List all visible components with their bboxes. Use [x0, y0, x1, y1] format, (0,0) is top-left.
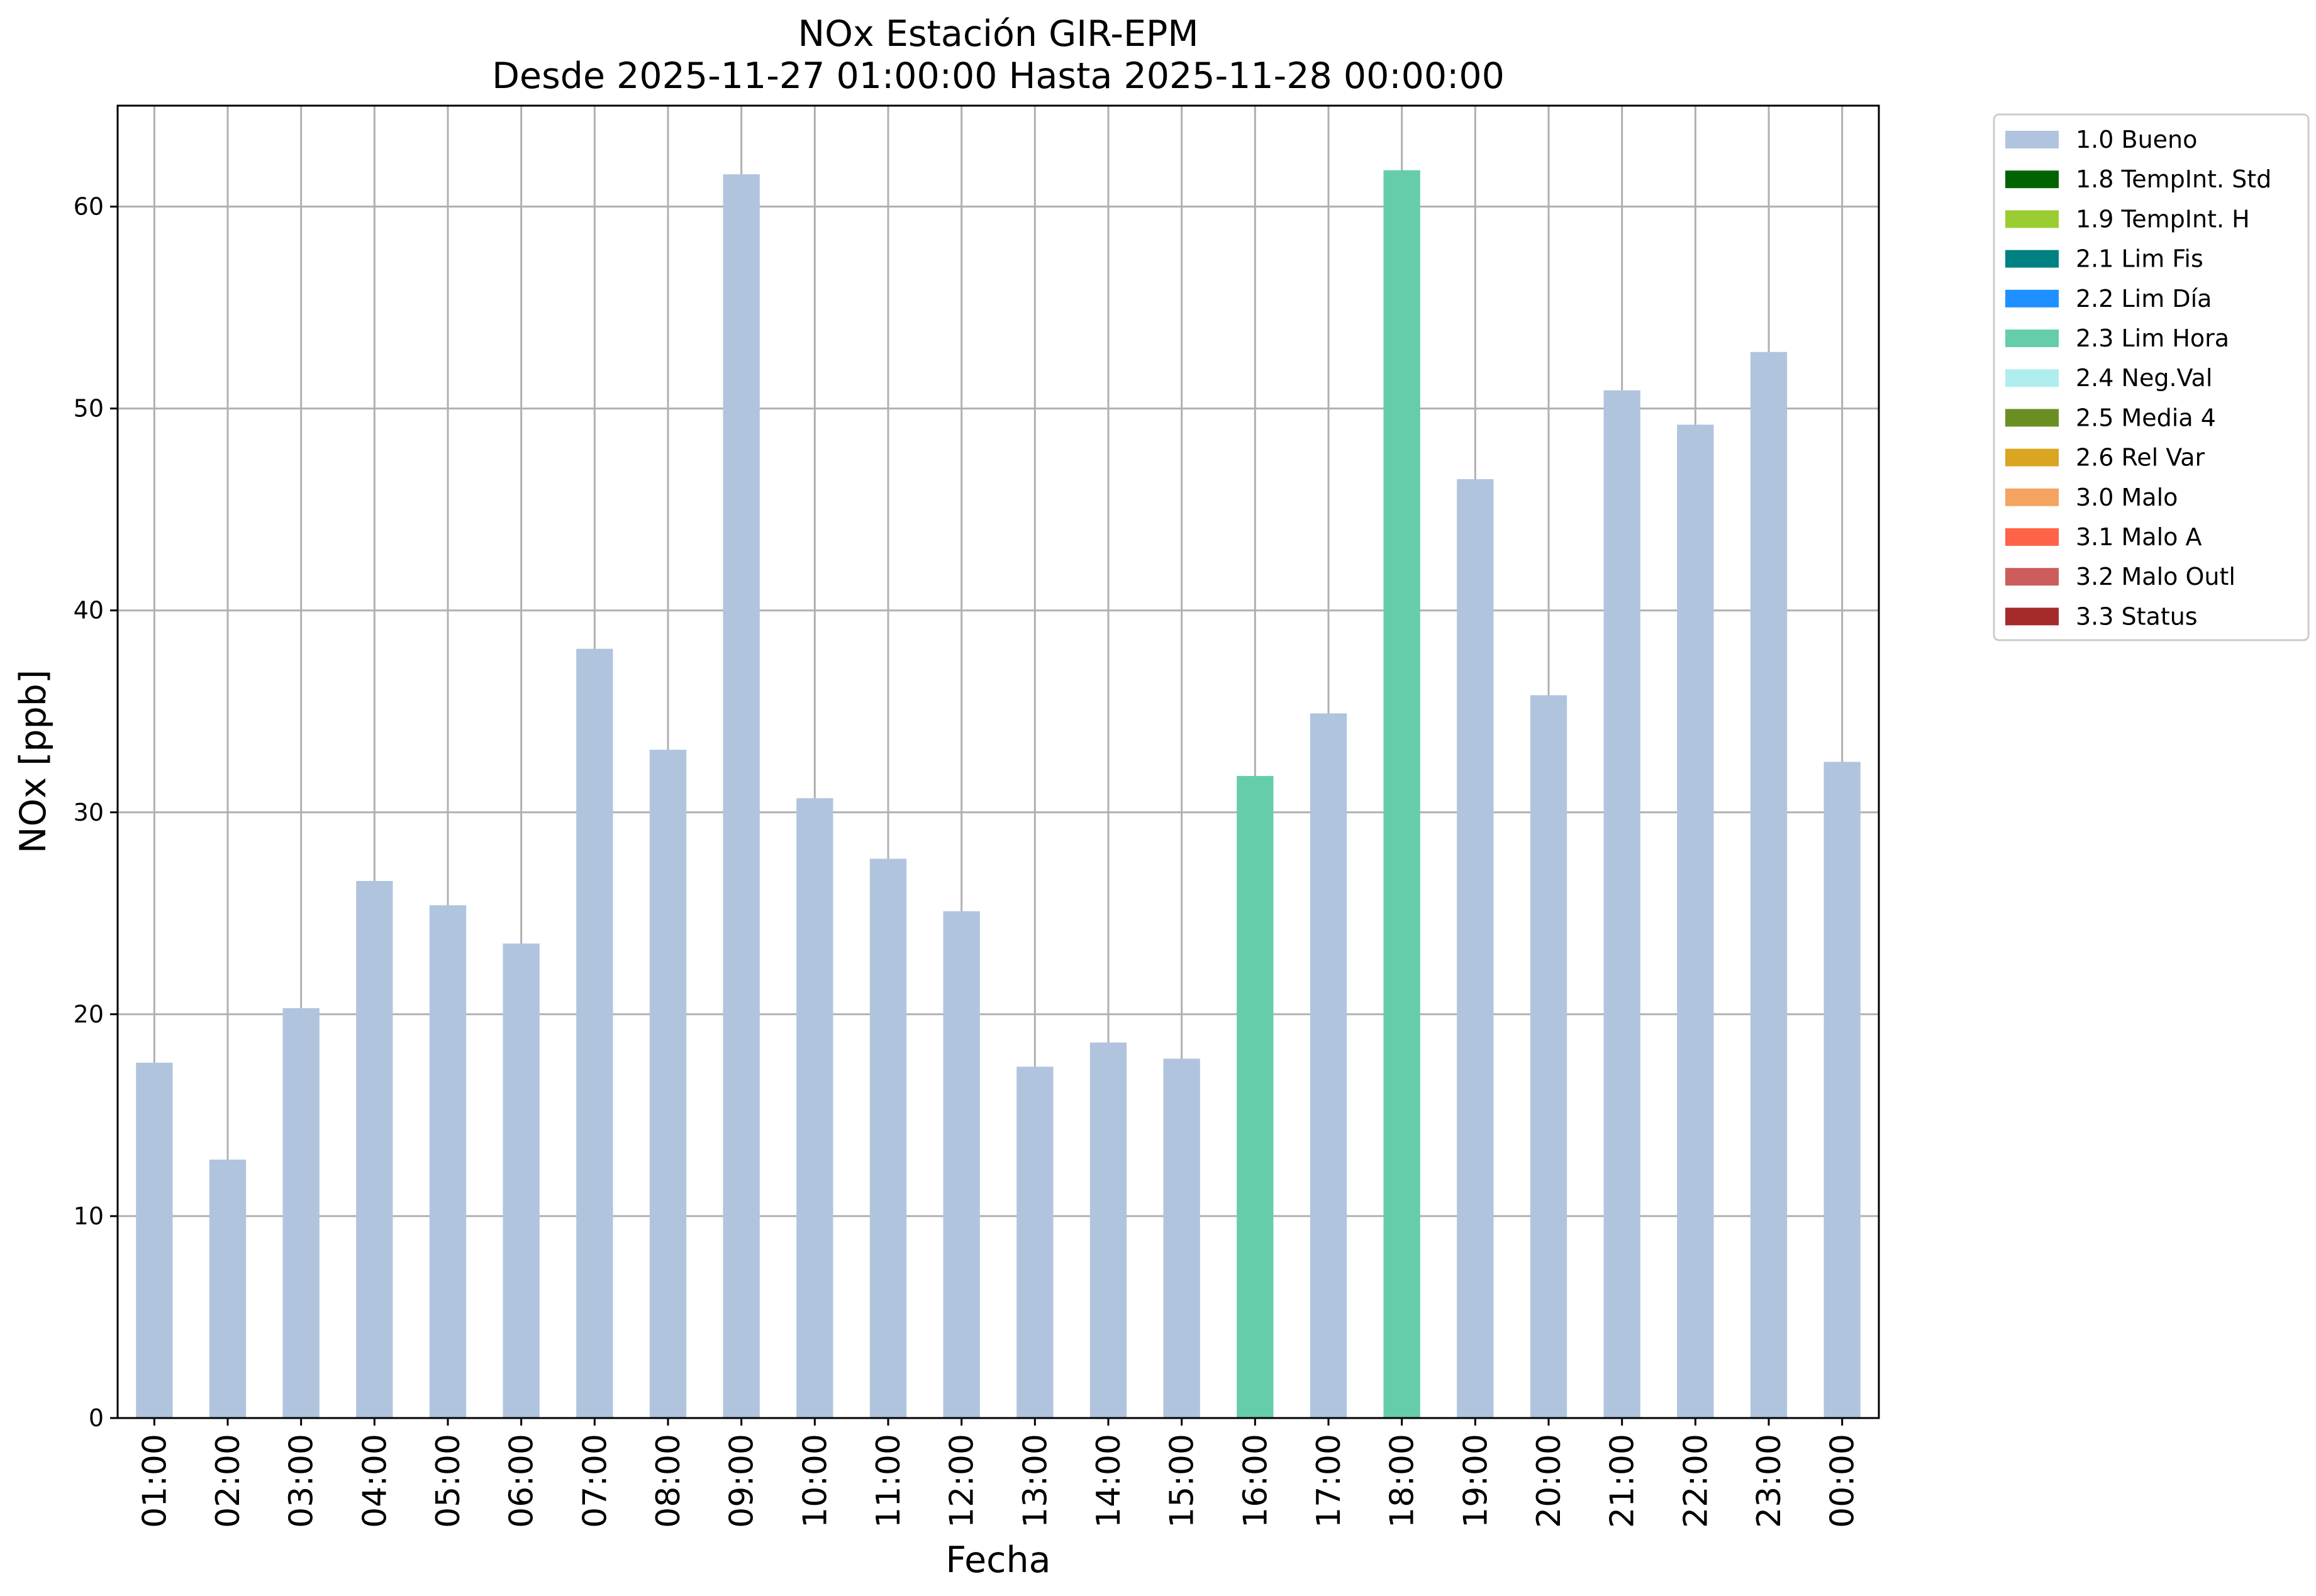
- x-tick-label: 09:00: [723, 1434, 761, 1528]
- ticks-layer: 0 10 20 30 40 50 60 01:00 02:00 03:00 04:00 05:00 06…: [74, 193, 1862, 1528]
- bar-1300: [1016, 1067, 1054, 1418]
- legend-label: 2.2 Lim Día: [2076, 285, 2212, 313]
- y-tick-label: 10: [74, 1202, 104, 1230]
- bar-2100: [1603, 390, 1640, 1418]
- legend-swatch: [2005, 607, 2059, 626]
- legend-label: 2.5 Media 4: [2076, 404, 2216, 431]
- x-tick-label: 19:00: [1457, 1434, 1495, 1528]
- bar-0600: [503, 943, 540, 1418]
- y-tick-label: 0: [89, 1404, 104, 1432]
- legend-swatch: [2005, 170, 2059, 189]
- legend-swatch: [2005, 330, 2059, 347]
- legend-swatch: [2005, 131, 2059, 148]
- legend-label: 3.1 Malo A: [2076, 523, 2202, 551]
- bar-0900: [723, 174, 760, 1419]
- chart-subtitle: Desde 2025-11-27 01:00:00 Hasta 2025-11-…: [492, 55, 1505, 97]
- x-tick-label: 03:00: [283, 1434, 321, 1528]
- bar-1200: [943, 911, 980, 1418]
- legend-label: 1.9 TempInt. H: [2076, 205, 2250, 233]
- bars-layer: [136, 170, 1861, 1419]
- x-tick-label: 04:00: [356, 1434, 394, 1528]
- legend-label: 2.4 Neg.Val: [2076, 364, 2212, 392]
- bar-0200: [209, 1160, 247, 1418]
- x-tick-label: 07:00: [576, 1434, 614, 1528]
- legend-label: 1.0 Bueno: [2076, 126, 2197, 153]
- legend-label: 1.8 TempInt. Std: [2076, 165, 2271, 193]
- legend-label: 3.3 Status: [2076, 602, 2198, 630]
- legend-swatch: [2005, 369, 2059, 387]
- bar-1500: [1163, 1058, 1200, 1418]
- legend-swatch: [2005, 448, 2059, 467]
- legend-label: 3.0 Malo: [2076, 484, 2178, 511]
- y-tick-label: 50: [74, 395, 104, 423]
- x-tick-label: 02:00: [209, 1434, 247, 1528]
- bar-1900: [1457, 479, 1494, 1418]
- legend-swatch: [2005, 488, 2059, 506]
- y-tick-label: 60: [74, 193, 104, 221]
- x-tick-label: 08:00: [650, 1434, 688, 1528]
- bar-2200: [1677, 424, 1714, 1418]
- bar-2300: [1750, 352, 1788, 1418]
- x-tick-label: 12:00: [944, 1434, 981, 1528]
- x-tick-label: 05:00: [430, 1434, 467, 1528]
- bar-1100: [869, 858, 907, 1418]
- bar-0300: [282, 1008, 320, 1418]
- x-tick-label: 17:00: [1310, 1434, 1348, 1528]
- x-tick-label: 06:00: [503, 1434, 541, 1528]
- x-tick-label: 00:00: [1824, 1434, 1862, 1528]
- x-tick-label: 18:00: [1384, 1434, 1422, 1528]
- x-tick-label: 21:00: [1604, 1434, 1642, 1528]
- legend-items: 1.0 Bueno 1.8 TempInt. Std 1.9 TempInt. H 2…: [2005, 126, 2271, 630]
- x-tick-label: 13:00: [1016, 1434, 1054, 1528]
- bar-1600: [1237, 775, 1274, 1418]
- bar-1800: [1383, 170, 1420, 1418]
- legend-swatch: [2005, 289, 2059, 308]
- x-tick-label: 14:00: [1090, 1434, 1128, 1528]
- legend-swatch: [2005, 250, 2059, 268]
- legend-label: 3.2 Malo Outl: [2076, 563, 2235, 590]
- y-tick-label: 30: [74, 799, 104, 826]
- bar-0400: [356, 880, 393, 1418]
- legend-frame: [1993, 113, 2310, 641]
- legend-label: 2.6 Rel Var: [2076, 444, 2205, 472]
- x-axis-label: Fecha: [945, 1539, 1050, 1581]
- x-tick-label: 22:00: [1677, 1434, 1715, 1528]
- bar-0100: [136, 1062, 173, 1418]
- legend: 1.0 Bueno 1.8 TempInt. Std 1.9 TempInt. H 2…: [1993, 113, 2310, 641]
- bar-0700: [576, 648, 613, 1418]
- chart-title: NOx Estación GIR-EPM: [798, 13, 1198, 55]
- legend-label: 2.1 Lim Fis: [2076, 245, 2203, 273]
- legend-label: 2.3 Lim Hora: [2076, 324, 2229, 352]
- bar-0500: [429, 905, 467, 1418]
- x-tick-label: 11:00: [870, 1434, 908, 1528]
- legend-swatch: [2005, 528, 2059, 546]
- x-tick-label: 20:00: [1530, 1434, 1568, 1528]
- legend-swatch: [2005, 409, 2059, 427]
- y-axis-label: NOx [ppb]: [13, 670, 54, 853]
- bar-1700: [1310, 713, 1347, 1418]
- x-tick-label: 23:00: [1751, 1434, 1788, 1528]
- plot-frame: [116, 104, 1880, 1419]
- x-tick-label: 16:00: [1237, 1434, 1274, 1528]
- bar-1400: [1089, 1042, 1127, 1418]
- bar-2000: [1530, 695, 1567, 1418]
- legend-swatch: [2005, 210, 2059, 228]
- bar-0000: [1823, 762, 1861, 1418]
- x-tick-label: 01:00: [136, 1434, 174, 1528]
- legend-swatch: [2005, 568, 2059, 586]
- bar-1000: [796, 798, 833, 1418]
- x-tick-label: 15:00: [1164, 1434, 1201, 1528]
- bar-0800: [649, 750, 687, 1418]
- y-tick-label: 20: [74, 1000, 104, 1028]
- x-tick-label: 10:00: [796, 1434, 834, 1528]
- y-tick-label: 40: [74, 597, 104, 624]
